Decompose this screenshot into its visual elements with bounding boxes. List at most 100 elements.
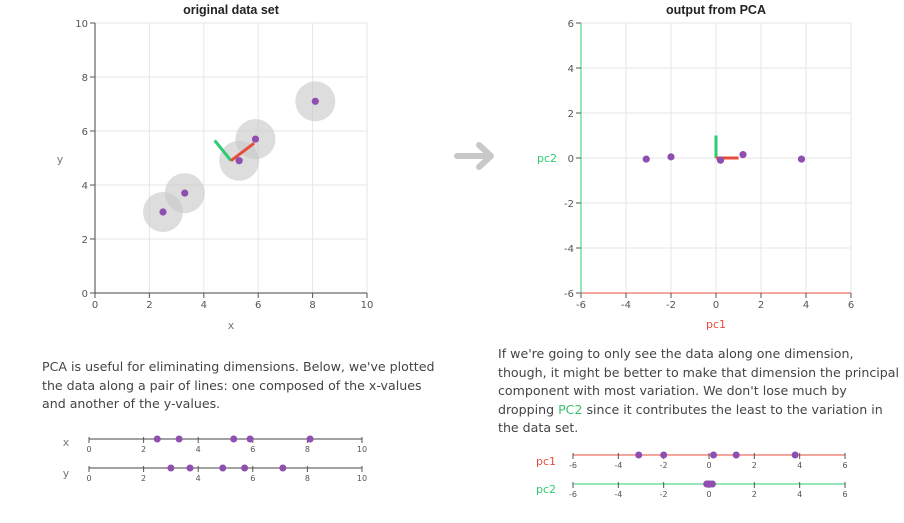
x-tick-label: -4 bbox=[621, 300, 631, 311]
strip-tick-label: 8 bbox=[305, 474, 310, 483]
pca-scatter-plot: -6 -4 -2 0 2 4 6 -6 -4 -2 0 2 4 6 bbox=[564, 19, 854, 311]
data-point bbox=[235, 157, 243, 165]
right-description: If we're going to only see the data alon… bbox=[498, 345, 900, 438]
data-point bbox=[642, 155, 650, 163]
strip-tick-label: 0 bbox=[706, 490, 711, 499]
y-tick-label: 6 bbox=[568, 19, 574, 30]
data-point bbox=[251, 135, 260, 143]
x-tick-label: 10 bbox=[361, 300, 374, 311]
right-description-text: If we're going to only see the data alon… bbox=[498, 346, 900, 417]
strip-tick-label: 4 bbox=[196, 445, 201, 454]
data-point bbox=[739, 151, 747, 159]
strip-point bbox=[710, 451, 718, 459]
left-description: PCA is useful for eliminating dimensions… bbox=[42, 359, 435, 412]
right-description-text-end: since it contributes the least to the va… bbox=[498, 401, 883, 436]
strip-point bbox=[241, 464, 249, 472]
strip-point bbox=[246, 435, 254, 443]
strip-tick-label: 2 bbox=[141, 445, 146, 454]
x-tick-label: -6 bbox=[576, 300, 586, 311]
arrow-icon bbox=[454, 142, 494, 170]
strip-tick-label: -4 bbox=[614, 490, 622, 499]
y-tick-label: -4 bbox=[564, 244, 574, 255]
pc1-vector bbox=[230, 141, 256, 162]
y-tick-label: 10 bbox=[75, 19, 88, 30]
y-tick-label: 0 bbox=[568, 154, 574, 165]
strip-point bbox=[186, 464, 194, 472]
strip-tick-label: 4 bbox=[797, 461, 802, 470]
strip-tick-label: -4 bbox=[614, 461, 622, 470]
strip-point bbox=[635, 451, 643, 459]
strip-point bbox=[704, 480, 712, 488]
strip-tick-label: -6 bbox=[569, 461, 577, 470]
strip-tick-label: 4 bbox=[196, 474, 201, 483]
chart-title: output from PCA bbox=[666, 3, 766, 17]
x-tick-label: 2 bbox=[146, 300, 152, 311]
strip-point bbox=[732, 451, 740, 459]
x-tick-label: 0 bbox=[713, 300, 719, 311]
pc2-strip-label: pc2 bbox=[536, 483, 556, 496]
strip-point bbox=[167, 464, 175, 472]
pc-strip-plots: -6 -4 -2 0 2 4 6 -6 -4 -2 0 2 4 6 bbox=[569, 451, 848, 499]
strip-tick-label: 6 bbox=[250, 445, 255, 454]
strip-point bbox=[660, 451, 668, 459]
x-tick-label: 0 bbox=[92, 300, 98, 311]
x-tick-label: 6 bbox=[255, 300, 261, 311]
data-point bbox=[716, 156, 725, 164]
strip-tick-label: 6 bbox=[842, 490, 847, 499]
strip-tick-label: 0 bbox=[86, 474, 91, 483]
transform-arrow-icon bbox=[454, 142, 494, 170]
strip-point bbox=[153, 435, 161, 443]
strip-point bbox=[306, 435, 314, 443]
pc1-axis-label: pc1 bbox=[706, 318, 726, 331]
strip-tick-label: 4 bbox=[797, 490, 802, 499]
strip-point bbox=[279, 464, 287, 472]
y-tick-label: 2 bbox=[82, 235, 88, 246]
pc2-axis-label: pc2 bbox=[537, 152, 557, 165]
y-tick-label: 0 bbox=[82, 289, 88, 300]
chart-title: original data set bbox=[183, 3, 280, 17]
original-scatter-plot: 0 2 4 6 8 10 0 2 4 6 8 10 bbox=[75, 19, 373, 311]
y-strip-label: y bbox=[63, 467, 70, 480]
strip-tick-label: 8 bbox=[305, 445, 310, 454]
x-tick-label: 6 bbox=[848, 300, 854, 311]
y-tick-label: 2 bbox=[568, 109, 574, 120]
y-tick-label: 4 bbox=[82, 181, 88, 192]
x-strip-label: x bbox=[63, 436, 70, 449]
strip-tick-label: 2 bbox=[141, 474, 146, 483]
data-point bbox=[797, 155, 806, 163]
x-tick-label: 4 bbox=[803, 300, 809, 311]
pc2-vector bbox=[213, 139, 233, 162]
x-tick-label: 2 bbox=[758, 300, 764, 311]
x-tick-label: 4 bbox=[201, 300, 207, 311]
y-tick-label: 8 bbox=[82, 73, 88, 84]
y-tick-label: 6 bbox=[82, 127, 88, 138]
y-tick-label: -2 bbox=[564, 199, 574, 210]
y-axis-label: y bbox=[57, 153, 64, 166]
strip-point bbox=[230, 435, 238, 443]
strip-tick-label: 6 bbox=[842, 461, 847, 470]
strip-tick-label: 10 bbox=[357, 474, 367, 483]
x-axis-label: x bbox=[228, 319, 235, 332]
x-tick-label: -2 bbox=[666, 300, 676, 311]
strip-point bbox=[175, 435, 183, 443]
data-point bbox=[159, 208, 167, 216]
strip-tick-label: 6 bbox=[250, 474, 255, 483]
y-tick-label: 4 bbox=[568, 64, 574, 75]
strip-tick-label: 0 bbox=[706, 461, 711, 470]
pc1-strip-label: pc1 bbox=[536, 455, 556, 468]
strip-point bbox=[791, 451, 799, 459]
x-tick-label: 8 bbox=[309, 300, 315, 311]
strip-tick-label: 2 bbox=[752, 461, 757, 470]
strip-tick-label: 2 bbox=[752, 490, 757, 499]
strip-tick-label: -6 bbox=[569, 490, 577, 499]
strip-tick-label: -2 bbox=[660, 461, 668, 470]
xy-strip-plots: 0 2 4 6 8 10 0 2 4 6 8 10 bbox=[86, 435, 367, 483]
strip-tick-label: 10 bbox=[357, 445, 367, 454]
strip-point bbox=[219, 464, 227, 472]
strip-tick-label: 0 bbox=[86, 445, 91, 454]
pc2-highlight: PC2 bbox=[558, 401, 583, 417]
data-point bbox=[311, 97, 319, 105]
data-point bbox=[181, 189, 189, 197]
y-tick-label: -6 bbox=[564, 289, 574, 300]
